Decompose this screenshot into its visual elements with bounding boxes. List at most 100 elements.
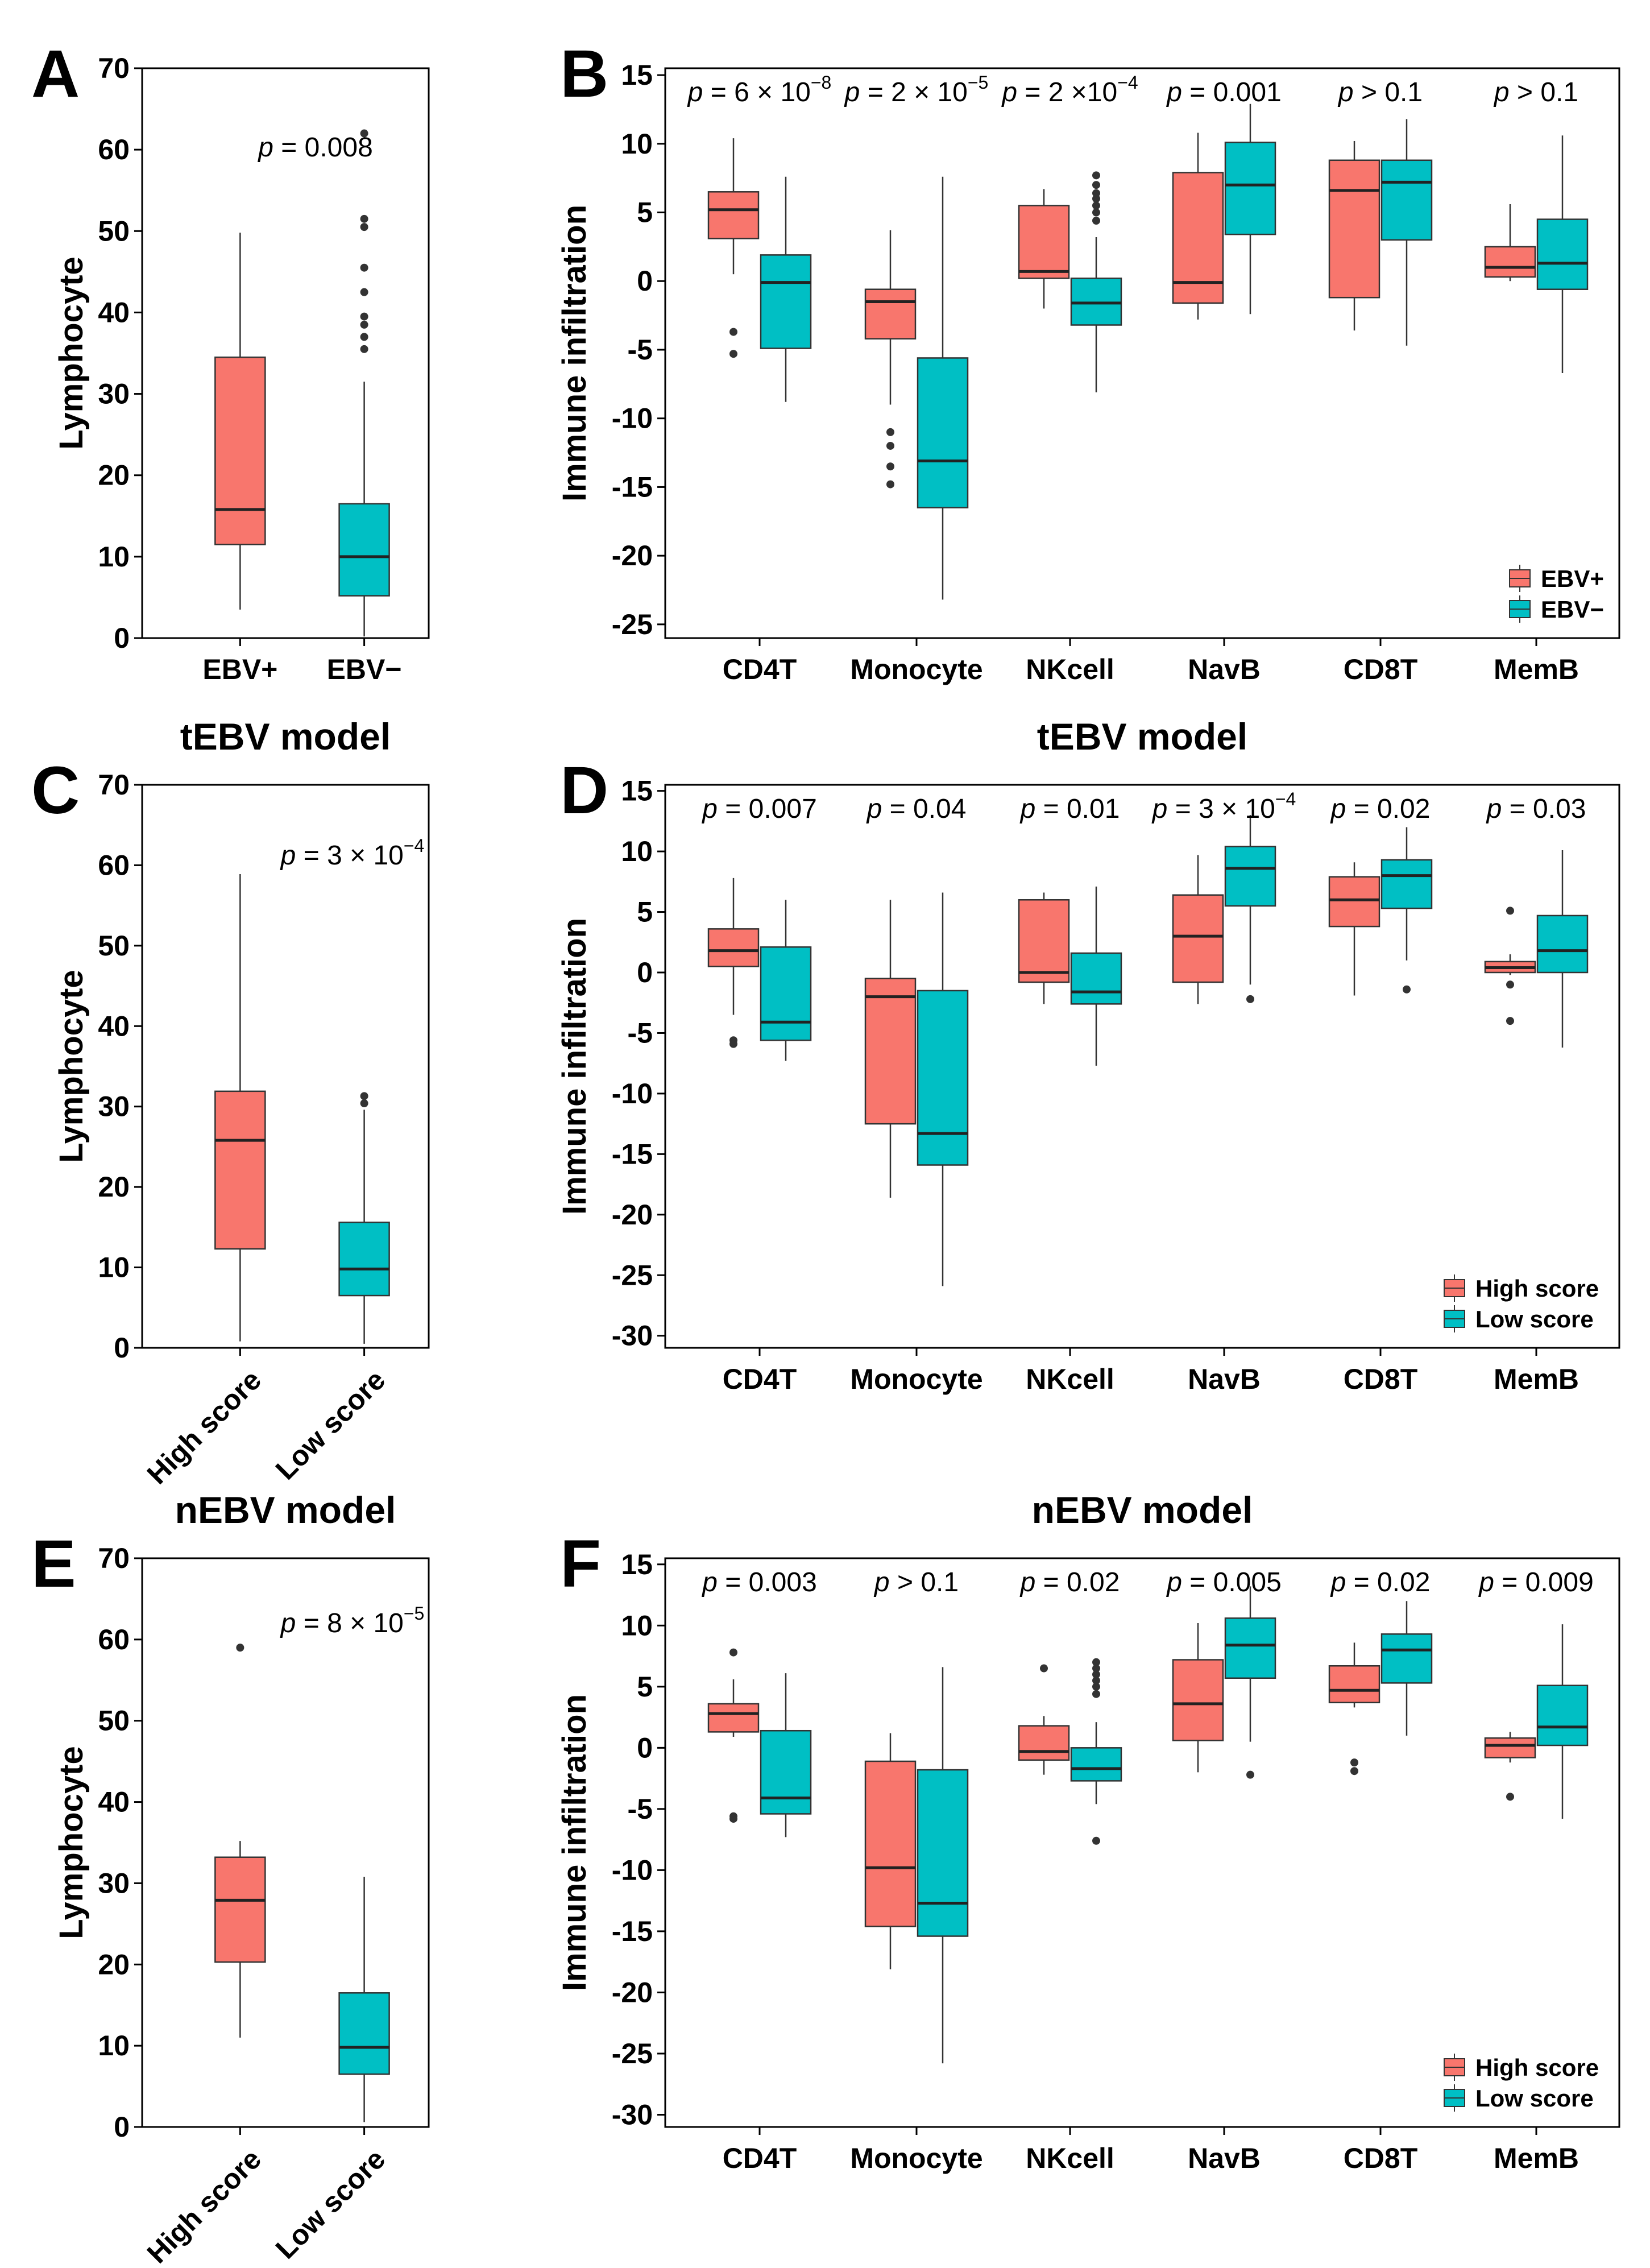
x-tick-label: NavB [1188,1363,1261,1395]
y-tick-label: 30 [98,378,130,410]
outlier-point [1092,1658,1100,1666]
box-nkcell-high [1018,1664,1070,1775]
box-body [1484,1737,1536,1758]
box-nkcell-high [1018,189,1070,309]
outlier-point [1506,907,1514,915]
x-tick-label: CD4T [723,653,797,685]
p-value-annotation: p = 3 × 10−4 [280,835,425,871]
outlier-point [1092,181,1100,189]
x-tick-label: High score [141,2143,267,2268]
outlier-point [360,333,368,341]
p-value-annotation: p = 2 ×10−4 [1001,72,1138,107]
box-body [1380,1633,1433,1684]
y-tick-label: 15 [621,59,653,91]
box-body [864,288,917,340]
y-tick-label: -25 [612,2038,653,2070]
outlier-point [360,263,368,272]
outlier-point [360,1092,368,1100]
y-tick-label: -15 [612,471,653,503]
box-body [1224,1617,1276,1679]
box-body [1224,142,1276,235]
y-tick-label: 10 [98,541,130,573]
box-body [214,356,266,545]
x-tick-label: NKcell [1026,2142,1114,2174]
p-value-annotation: p > 0.1 [1493,77,1578,107]
panel-label: A [31,36,80,111]
y-tick-label: 20 [98,460,130,491]
outlier-point [729,1040,737,1048]
y-tick-label: 15 [621,775,653,807]
panel-A: A Lymphocyte 0 10 20 30 40 50 60 70 EBV+ EBV− p = 0.… [31,36,430,685]
p-value-annotation: p = 0.02 [1330,1567,1431,1597]
p-value-annotation: p = 0.009 [1478,1567,1594,1597]
outlier-point [360,1099,368,1108]
legend-item-low: EBV− [1509,595,1604,623]
box-body [338,1992,390,2075]
p-value-annotation: p = 0.005 [1166,1567,1282,1597]
box-body [338,503,390,597]
box-cd8t-high [1328,140,1380,331]
y-tick-label: 10 [621,128,653,160]
legend-item-low: Low score [1444,1305,1594,1332]
outlier-point [1092,217,1100,225]
outlier-point [1092,1670,1100,1679]
y-tick-label: 30 [98,1091,130,1123]
box-navb-high [1172,1623,1224,1773]
y-tick-label: 40 [98,1786,130,1818]
outlier-point [1506,980,1514,989]
p-value-annotation: p = 0.001 [1166,77,1282,107]
box-body [1328,159,1380,299]
box-cd8t-low [1380,119,1433,346]
box-body [917,1769,969,1937]
x-tick-label: NavB [1188,653,1261,685]
legend-item-high: EBV+ [1509,565,1604,592]
outlier-point [1040,1664,1048,1673]
x-tick-label: Monocyte [850,2142,982,2174]
x-tick-label: EBV+ [202,653,277,685]
y-tick-label: 60 [98,134,130,165]
box-navb-high [1172,133,1224,320]
legend-label: Low score [1475,1306,1594,1332]
box-memb-low [1536,135,1589,374]
box-body [1224,846,1276,907]
y-tick-label: 10 [98,1252,130,1284]
x-tick-label: NKcell [1026,653,1114,685]
box-body [1018,899,1070,983]
panel-B: B Immune infiltration -25 -20 -15 -10 -5 0 5 10 15… [556,36,1620,685]
box-monocyte-low [917,1667,969,2064]
y-tick-label: 10 [621,835,653,867]
p-value-annotation: p = 0.008 [257,133,373,163]
box-body [1380,859,1433,909]
y-tick-label: 70 [98,769,130,801]
box-low-score-low [338,1877,390,2122]
box-cd8t-low [1380,1601,1433,1736]
box-body [1328,1665,1380,1704]
y-axis-label: Immune infiltration [556,1694,593,1991]
box-nkcell-low [1070,171,1122,392]
outlier-point [360,312,368,321]
y-tick-label: 60 [98,1624,130,1656]
p-value-annotation: p = 0.04 [866,794,967,824]
legend-item-low: Low score [1444,2084,1594,2112]
box-body [214,1090,266,1250]
y-tick-label: 0 [114,622,130,654]
p-value-annotation: p = 8 × 10−5 [280,1603,425,1638]
box-body [917,357,969,508]
x-tick-label: Monocyte [850,1363,982,1395]
outlier-point [1092,1690,1100,1698]
x-tick-label: MemB [1494,653,1579,685]
outlier-point [360,288,368,296]
x-tick-label: MemB [1494,2142,1579,2174]
outlier-point [360,223,368,231]
p-value-annotation: p = 2 × 10−5 [844,72,989,107]
box-ebv--high [214,233,266,610]
legend-item-high: High score [1444,2054,1599,2081]
outlier-point [360,345,368,353]
box-body [1536,218,1589,290]
y-tick-label: 5 [637,896,653,928]
x-tick-label: MemB [1494,1363,1579,1395]
box-monocyte-high [864,230,917,489]
y-tick-label: -30 [612,2099,653,2130]
